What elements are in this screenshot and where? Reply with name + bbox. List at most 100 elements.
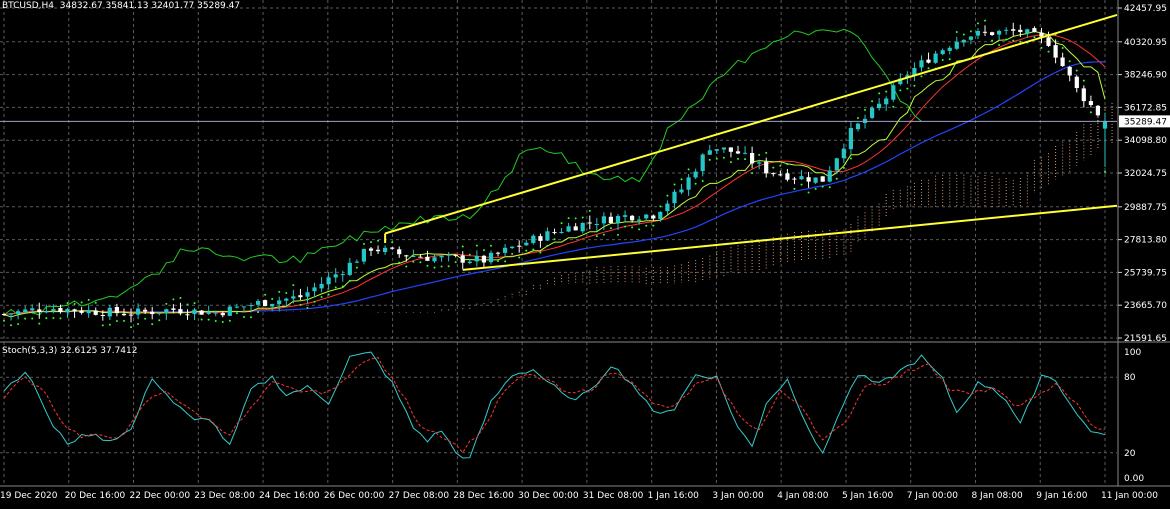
price-tick-label: 32024.75 [1124,169,1167,179]
psar-dot [659,205,662,208]
candle-body [545,231,550,241]
psar-dot [892,105,895,108]
candle-body [552,232,557,234]
candle-body [481,255,486,263]
psar-dot [602,233,605,236]
symbol-header: BTCUSD,H4 34832.67 35841.13 32401.77 352… [2,1,241,11]
candle-body [143,309,148,312]
psar-dot [737,157,739,160]
psar-dot [242,315,245,318]
candle-body [580,222,585,232]
time-tick-label: 5 Jan 16:00 [842,491,894,501]
psar-dot [913,84,916,87]
candle-body [968,36,973,40]
time-tick-label: 3 Jan 00:00 [712,491,764,501]
psar-dot [715,157,718,160]
psar-dot [849,157,852,160]
psar-dot [320,296,323,299]
psar-dot [179,296,182,299]
candle-body [792,178,797,180]
psar-dot [341,285,344,288]
candle-body [813,177,818,183]
psar-dot [560,222,563,225]
candle-body [806,177,811,182]
psar-dot [765,151,768,154]
psar-dot [948,58,951,61]
psar-dot [828,186,831,189]
candle-body [947,47,952,51]
price-tick-label: 29887.75 [1124,203,1167,213]
candle-body [1053,45,1058,58]
candle-body [672,191,677,204]
psar-dot [1019,40,1022,43]
psar-dot [906,87,909,90]
psar-dot [200,318,203,321]
psar-dot [525,249,528,252]
candle-body [961,39,966,43]
psar-dot [624,225,627,228]
candle-body [333,274,338,278]
candle-body [270,303,275,307]
candle-body [877,103,882,109]
candle-body [714,149,719,151]
psar-dot [370,241,372,244]
candle-body [898,78,903,85]
candle-body [79,310,84,313]
candle-body [891,85,896,100]
psar-dot [835,177,838,180]
candle-body [665,203,670,212]
psar-dot [722,156,725,159]
candle-body [990,32,995,35]
psar-dot [412,260,415,263]
psar-dot [962,33,965,36]
psar-dot [864,108,867,111]
psar-dot [59,317,62,320]
indicator-lines [3,19,1106,329]
axis-labels: 42457.95 40320.95 38246.90 36172.85 34098.80… [0,4,1170,501]
psar-dot [137,322,140,325]
psar-dot [666,194,669,197]
psar-dot [878,92,881,95]
ichimoku-cloud [257,103,1113,313]
psar-dot [546,244,549,247]
candle-body [538,236,543,241]
price-tick-label: 42457.95 [1124,4,1167,14]
price-tick-label: 38246.90 [1124,71,1167,81]
psar-dot [489,244,492,247]
psar-dot [955,31,958,34]
price-tick-label: 25739.75 [1124,268,1167,278]
candle-body [1088,101,1093,105]
candle-body [453,254,458,256]
psar-dot [426,264,429,267]
candle-body [199,310,204,315]
psar-dot [842,166,845,169]
psar-dot [172,298,175,301]
candle-body [503,247,508,253]
time-tick-label: 24 Dec 16:00 [259,491,320,501]
psar-dot [1068,60,1071,63]
psar-dot [744,158,747,161]
psar-dot [595,235,598,238]
price-tick-label: 23665.70 [1124,301,1167,311]
candle-body [114,307,119,314]
candle-body [651,215,656,219]
price-tick-label: 27813.80 [1124,236,1167,246]
candle-body [23,309,28,313]
psar-dot [617,233,620,236]
candle-body [855,123,861,130]
candle-body [368,248,374,251]
time-tick-label: 4 Jan 08:00 [777,491,829,501]
candle-body [926,59,931,63]
candle-body [107,307,112,317]
time-tick-label: 31 Dec 08:00 [583,491,644,501]
candle-body [1060,57,1065,67]
candle-body [100,315,105,316]
candle-body [178,309,183,314]
price-tick-label: 40320.95 [1124,38,1167,48]
candle-body [467,261,472,263]
candle-body [354,261,359,263]
candle-body [834,158,839,171]
candle-body [1,314,7,315]
